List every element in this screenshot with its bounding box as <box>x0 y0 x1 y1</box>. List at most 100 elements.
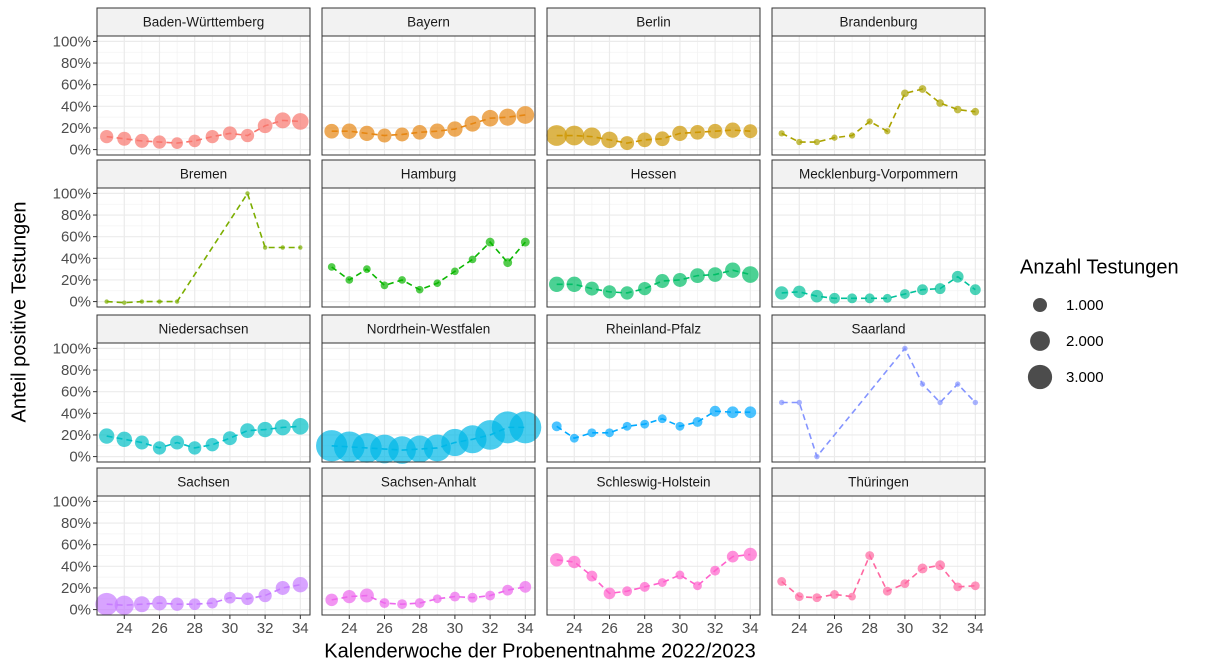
panel-border <box>771 342 986 463</box>
point <box>449 591 460 602</box>
point <box>257 421 273 438</box>
point <box>955 381 961 387</box>
point <box>657 578 667 587</box>
point <box>672 272 687 287</box>
y-tick-label: 0% <box>69 294 91 311</box>
panel-title: Nordrhein-Westfalen <box>367 322 491 337</box>
point <box>468 255 477 264</box>
panel-border <box>321 187 536 308</box>
point <box>359 125 375 142</box>
panel-title: Thüringen <box>848 475 909 490</box>
y-tick-label: 0% <box>69 449 91 466</box>
point <box>775 286 789 300</box>
point <box>796 138 803 146</box>
point <box>188 441 202 455</box>
point <box>726 550 739 563</box>
point <box>451 267 459 276</box>
point <box>551 421 562 432</box>
y-axis-label: Anteil positive Testungen <box>8 202 30 423</box>
point <box>414 598 425 609</box>
y-tick-label: 60% <box>61 384 91 401</box>
legend-title: Anzahl Testungen <box>1020 256 1179 278</box>
point <box>262 245 268 250</box>
panel-border <box>96 495 311 616</box>
point <box>640 419 650 429</box>
point <box>520 237 530 247</box>
x-tick-label: 28 <box>186 620 203 637</box>
point <box>139 299 145 304</box>
point <box>447 121 463 137</box>
point <box>639 581 650 592</box>
point <box>546 125 568 146</box>
point <box>519 581 532 593</box>
panel-border <box>96 187 311 308</box>
y-tick-label: 80% <box>61 515 91 532</box>
x-tick-label: 30 <box>447 620 464 637</box>
line <box>781 346 976 459</box>
point <box>953 582 963 592</box>
point <box>726 406 739 419</box>
point <box>359 588 374 603</box>
x-tick-label: 32 <box>932 620 949 637</box>
point <box>485 237 495 247</box>
point <box>601 131 618 149</box>
strip <box>546 314 761 344</box>
point <box>341 123 357 139</box>
point <box>622 586 633 597</box>
point <box>810 289 824 303</box>
point <box>972 399 979 406</box>
point <box>509 411 542 444</box>
point <box>377 128 392 143</box>
point <box>605 428 614 438</box>
point <box>499 108 517 126</box>
y-tick-label: 100% <box>53 33 91 50</box>
point <box>327 263 336 271</box>
point <box>675 421 685 431</box>
point <box>485 590 496 601</box>
point <box>174 299 180 304</box>
point <box>864 293 875 304</box>
x-tick-label: 24 <box>566 620 583 637</box>
point <box>568 555 581 569</box>
point <box>742 266 759 283</box>
point <box>280 245 285 250</box>
point <box>398 276 406 284</box>
point <box>919 381 926 387</box>
point <box>569 433 579 443</box>
point <box>395 127 410 142</box>
point <box>829 292 840 304</box>
point <box>936 99 944 107</box>
point <box>298 245 303 250</box>
point <box>292 418 309 435</box>
strip <box>96 467 311 497</box>
point <box>133 596 150 613</box>
legend-key <box>1033 298 1047 312</box>
point <box>325 593 338 607</box>
point <box>814 453 820 460</box>
point <box>725 262 741 278</box>
point <box>693 581 702 591</box>
point <box>902 345 908 352</box>
point <box>170 597 184 611</box>
panel-border <box>321 35 536 156</box>
strip <box>96 159 311 189</box>
point <box>99 428 115 444</box>
y-tick-label: 0% <box>69 602 91 619</box>
strip <box>771 159 986 189</box>
point <box>188 134 201 148</box>
point <box>937 399 943 406</box>
point <box>275 580 290 595</box>
panel-border <box>771 35 986 156</box>
point <box>831 134 838 141</box>
panel-border <box>546 495 761 616</box>
panel-title: Saarland <box>851 322 905 337</box>
x-tick-label: 34 <box>967 620 984 637</box>
point <box>274 112 291 129</box>
strip <box>546 7 761 37</box>
panel-border <box>96 342 311 463</box>
point <box>257 118 273 134</box>
panel-title: Berlin <box>636 15 671 30</box>
x-tick-label: 34 <box>292 620 309 637</box>
x-tick-label: 30 <box>672 620 689 637</box>
